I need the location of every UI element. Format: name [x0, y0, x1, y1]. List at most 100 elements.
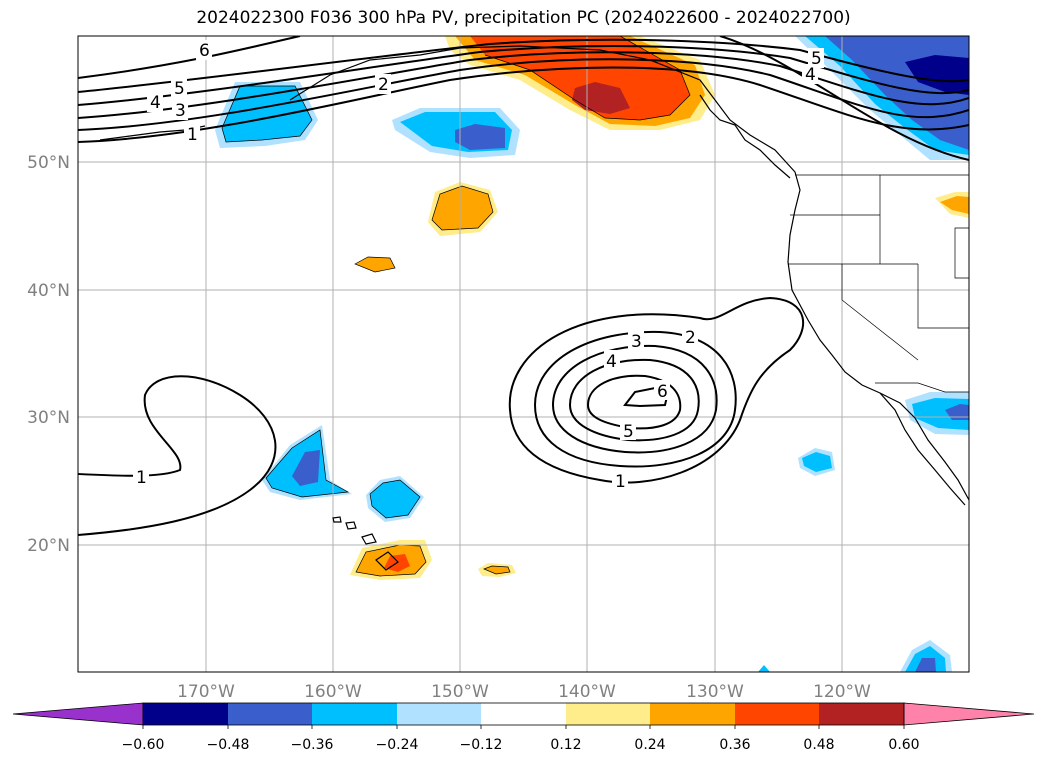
- label-bg-low-4: [604, 350, 620, 370]
- precip-negative-124w-mid: [802, 452, 832, 472]
- label-bg-low-3: [628, 330, 644, 350]
- lon-label-130w: 130°W: [686, 682, 744, 702]
- precip-outline-156w: [354, 256, 396, 273]
- label-bg-low-6: [654, 380, 670, 400]
- colorbar-extend-right: [903, 702, 1035, 726]
- precip-shading: [215, 36, 969, 672]
- pv-contour-low-2: [533, 330, 737, 468]
- contour-label-north-6: 6: [199, 41, 210, 61]
- precip-outline-155w: [369, 479, 421, 519]
- colorbar-segment-1: [143, 703, 228, 725]
- pv-contour-north-1: [78, 66, 969, 143]
- precip-negative-155w-mid: [370, 480, 420, 518]
- colorbar-label-9: 0.48: [803, 737, 834, 753]
- island-hawaii-1: [375, 551, 399, 571]
- latitude-labels: 50°N 40°N 30°N 20°N: [27, 153, 70, 556]
- colorbar-ticks: [142, 725, 905, 729]
- precip-negative-152w-strong: [455, 124, 505, 150]
- pv-contours: [78, 36, 969, 536]
- graticule: [78, 36, 969, 672]
- contour-label-north-4b: 4: [805, 65, 816, 85]
- pv-contour-north-6: [78, 36, 301, 79]
- contour-labels-low: 3 2 4 6 5 1: [604, 326, 698, 492]
- border-state-nv: [841, 264, 919, 361]
- contour-label-north-3: 3: [175, 101, 186, 121]
- label-bg-north-5b: [808, 48, 824, 68]
- precip-negative-tiny-126w: [758, 665, 770, 672]
- contour-label-low-5: 5: [623, 422, 634, 442]
- colorbar-label-2: −0.48: [207, 737, 250, 753]
- label-bg-north-6: [196, 40, 212, 60]
- coast-baja: [879, 392, 966, 506]
- colorbar-segment-9: [819, 703, 904, 725]
- contour-label-low-3: 3: [631, 332, 642, 352]
- pv-contour-low-3: [551, 344, 718, 454]
- lon-label-140w: 140°W: [558, 682, 616, 702]
- contour-label-north-2: 2: [378, 75, 389, 95]
- island-hawaii-4: [332, 516, 342, 523]
- precip-negative-mexico-strong: [945, 404, 969, 420]
- colorbar-segment-6: [566, 703, 650, 725]
- label-bg-low-5: [620, 420, 636, 440]
- map-frame: [77, 35, 970, 673]
- border-state-ut: [954, 227, 969, 279]
- colorbar: −0.60 −0.48 −0.36 −0.24 −0.12 0.12 0.24 …: [12, 702, 1035, 753]
- colorbar-label-4: −0.24: [376, 737, 419, 753]
- lat-label-40n: 40°N: [27, 281, 70, 301]
- contour-label-north-5b: 5: [811, 49, 822, 69]
- lat-label-20n: 20°N: [27, 536, 70, 556]
- lon-label-120w: 120°W: [813, 682, 871, 702]
- precip-negative-south-east-strong: [915, 658, 936, 672]
- coast-alaska-panhandle: [289, 45, 969, 501]
- precip-positive-147w-mid: [484, 566, 510, 574]
- contour-labels-west: 1: [133, 466, 149, 488]
- coast-bc-fjords: [699, 94, 791, 179]
- colorbar-label-7: 0.24: [634, 737, 665, 753]
- label-bg-north-4: [147, 92, 163, 112]
- pv-contour-west: [78, 375, 277, 536]
- label-bg-north-2: [375, 74, 391, 94]
- colorbar-segment-3: [312, 703, 397, 725]
- precip-negative-165w-mid: [222, 86, 312, 142]
- borders: [788, 174, 969, 393]
- island-hawaii-3: [345, 521, 357, 530]
- contour-label-low-6: 6: [657, 382, 668, 402]
- lat-label-30n: 30°N: [27, 408, 70, 428]
- pv-contour-north-5: [78, 38, 969, 93]
- colorbar-segment-2: [228, 703, 312, 725]
- contour-label-low-1: 1: [615, 472, 626, 492]
- colorbar-label-8: 0.36: [719, 737, 750, 753]
- precip-positive-150w-mid: [432, 186, 493, 230]
- colorbar-label-10: 0.60: [888, 737, 919, 753]
- pv-contour-north-3: [78, 51, 969, 119]
- colorbar-label-3: −0.36: [291, 737, 334, 753]
- precip-positive-156w: [355, 257, 395, 272]
- longitude-labels: 170°W 160°W 150°W 140°W 130°W 120°W: [177, 682, 871, 702]
- pv-contour-low-5: [586, 374, 682, 430]
- precip-outline-150w: [431, 185, 494, 231]
- contour-label-north-4: 4: [150, 93, 161, 113]
- map-title: 2024022300 F036 300 hPa PV, precipitatio…: [196, 8, 851, 28]
- contour-label-north-1: 1: [187, 125, 198, 145]
- colorbar-label-5: −0.12: [460, 737, 503, 753]
- pv-contour-low-1: [508, 296, 805, 484]
- colorbar-segment-5: [481, 703, 566, 725]
- contour-label-low-2: 2: [685, 328, 696, 348]
- precip-negative-mexico-mid: [912, 398, 969, 430]
- lon-label-170w: 170°W: [177, 682, 235, 702]
- colorbar-label-1: −0.60: [122, 737, 165, 753]
- map-plot-area: 6 5 4 3 1 2 5 4 3 2 4 6 5: [78, 36, 969, 672]
- precip-negative-hawaii-nw-strong: [292, 450, 320, 486]
- border-state-az: [917, 264, 969, 329]
- colorbar-label-6: 0.12: [550, 737, 581, 753]
- label-bg-north-1: [184, 124, 200, 144]
- border-us-mexico: [875, 382, 969, 393]
- contour-label-west-1: 1: [136, 468, 147, 488]
- contour-label-north-5: 5: [174, 79, 185, 99]
- label-bg-north-4b: [802, 64, 818, 84]
- lon-label-150w: 150°W: [431, 682, 489, 702]
- label-bg-low-2: [682, 326, 698, 346]
- colorbar-extend-left: [12, 702, 144, 726]
- colorbar-frame: [142, 702, 905, 726]
